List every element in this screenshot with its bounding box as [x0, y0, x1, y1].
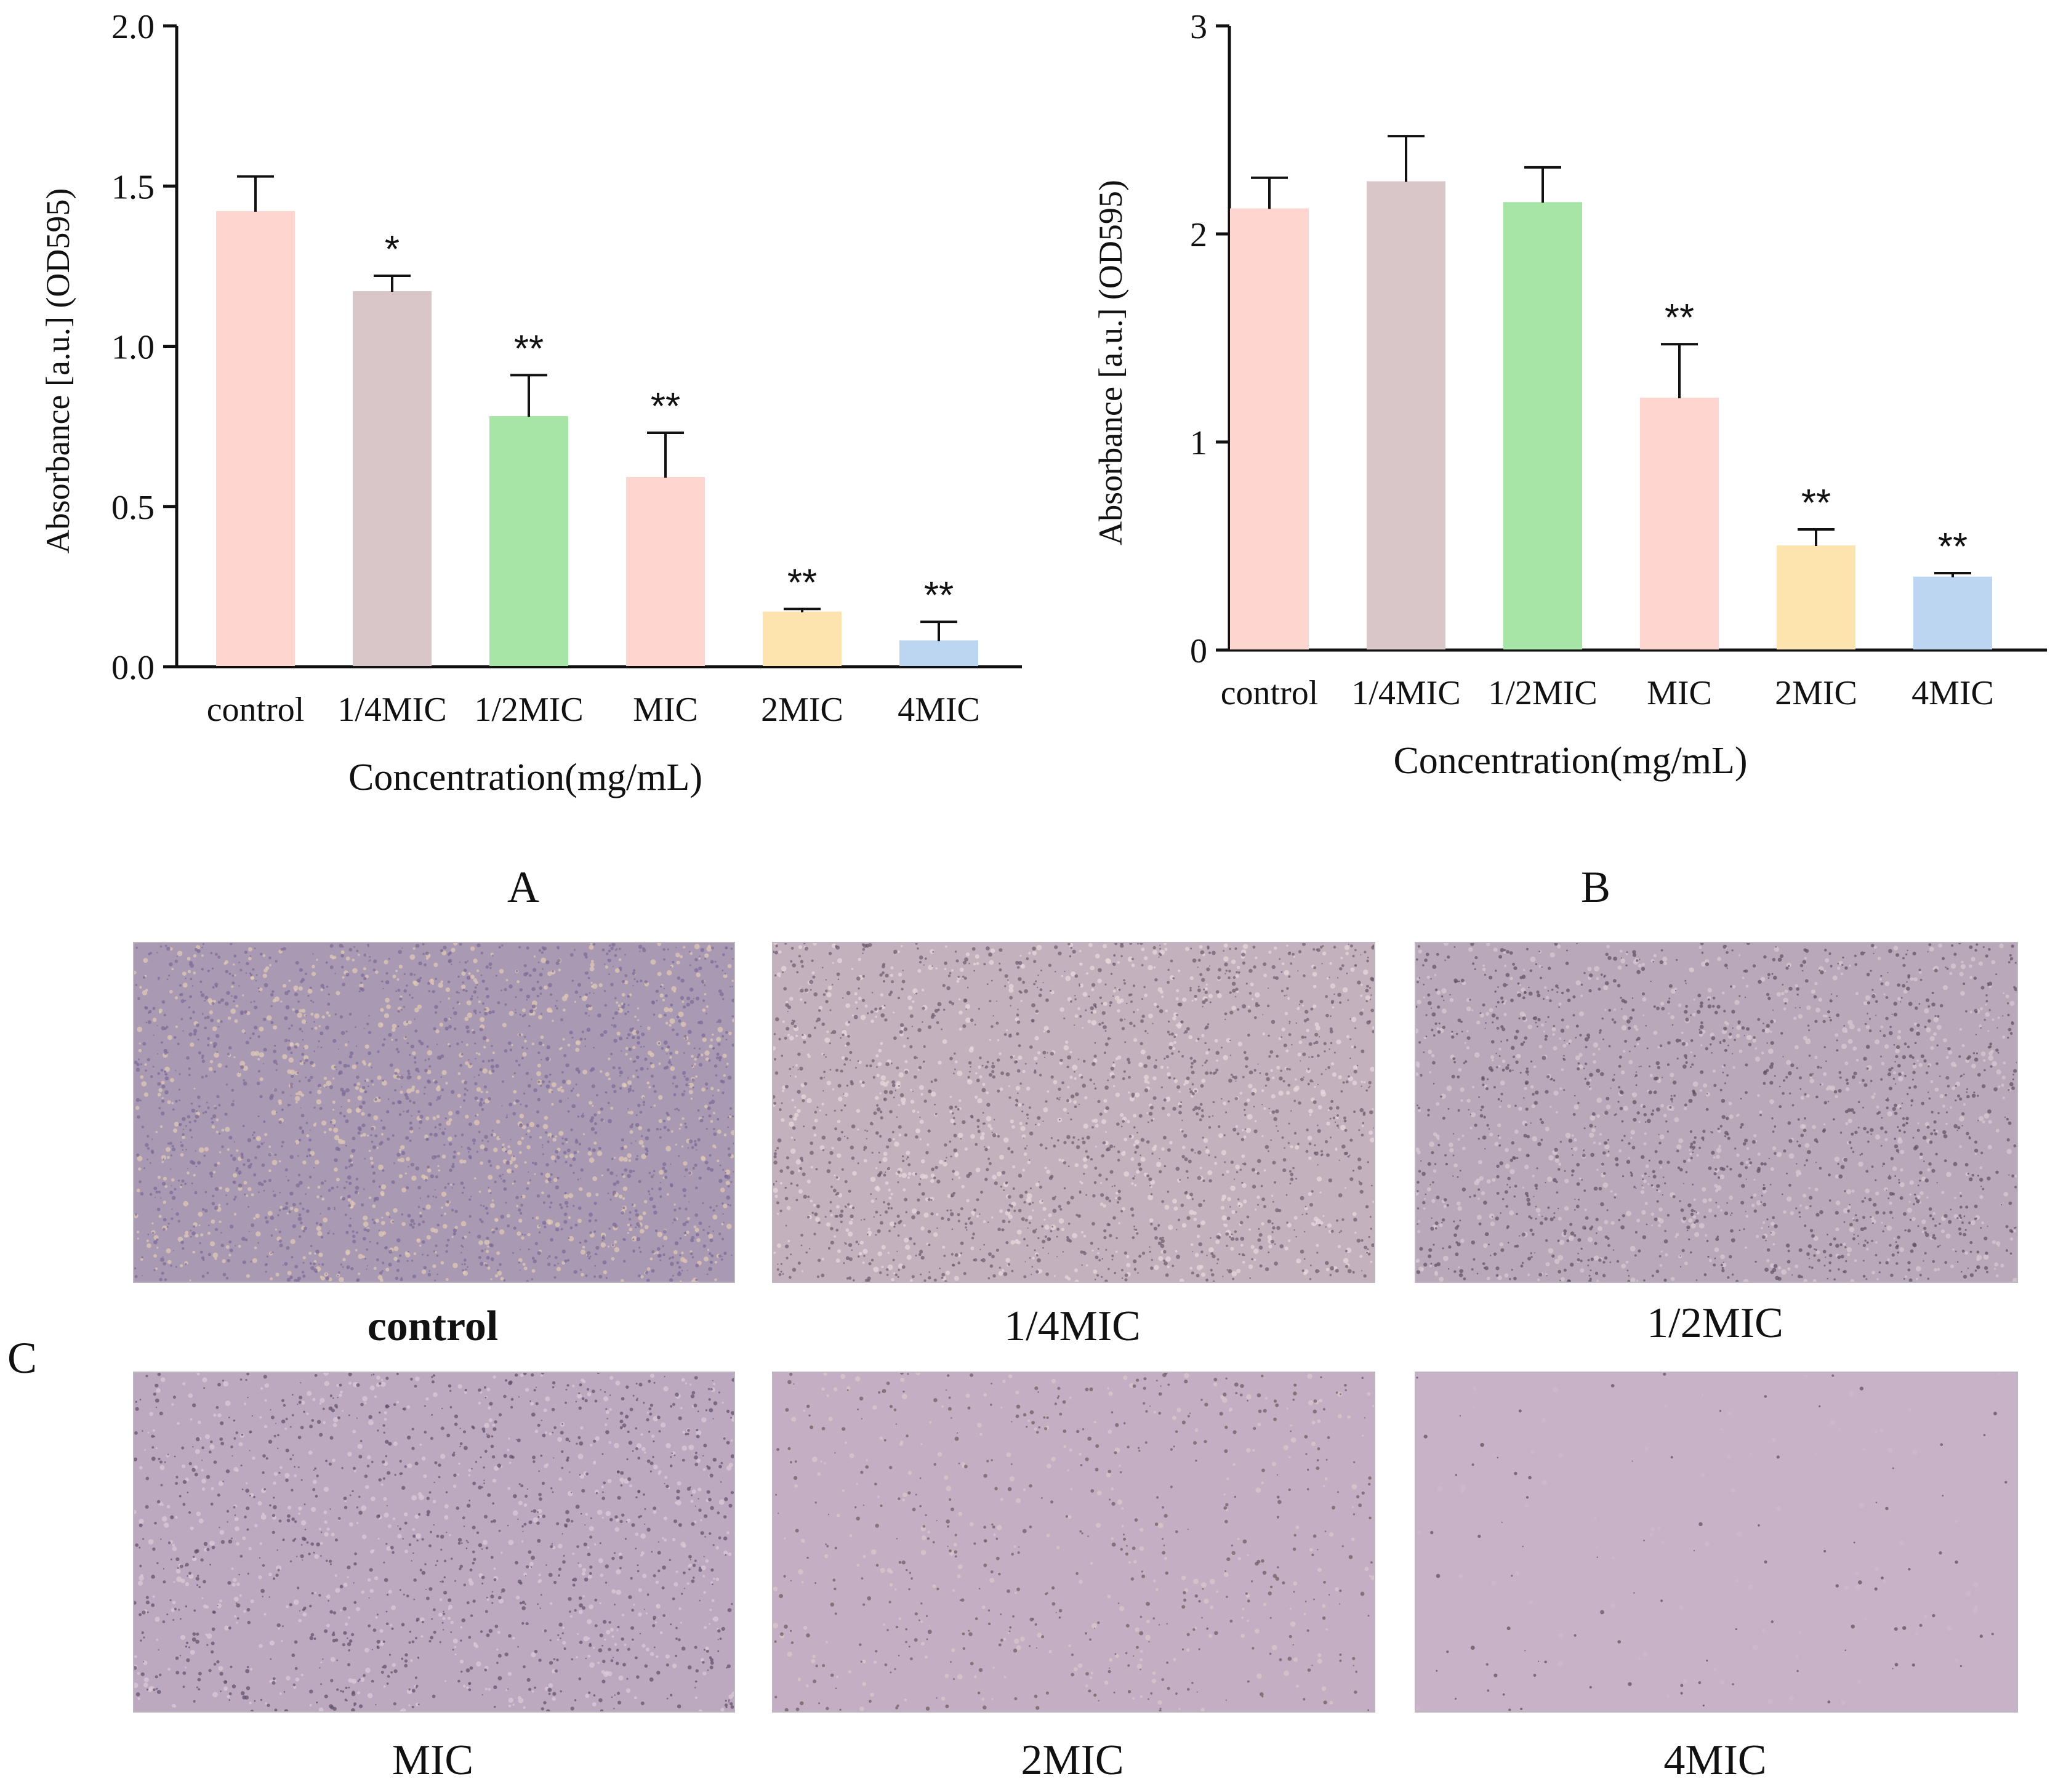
chart-b-significance-label: **: [1938, 526, 1968, 568]
chart-b-y-tick-label: 0: [1190, 632, 1207, 670]
micrograph-caption-2mic: 2MIC: [1021, 1737, 1124, 1784]
chart-a-y-tick-label: 1.0: [111, 329, 155, 367]
chart-b-x-tick-label: 2MIC: [1775, 674, 1857, 712]
chart-a-significance-label: **: [787, 561, 817, 604]
micrograph-caption-half-mic: 1/2MIC: [1647, 1300, 1783, 1347]
micrograph-mic: [133, 1372, 735, 1713]
chart-b-x-tick-label: control: [1221, 674, 1319, 712]
micrograph-quarter-mic: [772, 942, 1375, 1283]
panel-label-c: C: [7, 1333, 38, 1383]
chart-b-bar: [1230, 208, 1309, 649]
chart-a-y-axis-label: Absorbance [a.u.] (OD595): [39, 188, 76, 554]
chart-a-significance-label: **: [924, 574, 954, 617]
chart-b-y-tick-label: 3: [1190, 8, 1207, 46]
chart-a-x-tick-label: MIC: [633, 691, 698, 729]
chart-b-x-tick-label: MIC: [1647, 674, 1712, 712]
chart-a-y-tick-label: 1.5: [111, 168, 155, 206]
chart-b-bar: [1367, 181, 1445, 649]
micrograph-2mic: [772, 1372, 1375, 1713]
chart-b-y-tick-label: 1: [1190, 424, 1207, 462]
micrograph-half-mic: [1415, 942, 2018, 1283]
chart-a-y-tick-label: 0.5: [111, 489, 155, 527]
chart-a-bar: [489, 416, 568, 666]
chart-b-bar: [1913, 576, 1992, 650]
chart-b-group: 0 1 2 3 control 1/4MIC 1/2MIC ** MIC ** 2MIC ** 4MIC…: [1092, 8, 2047, 782]
micrograph-caption-quarter-mic: 1/4MIC: [1004, 1303, 1141, 1350]
chart-a-x-tick-label: 1/4MIC: [337, 691, 446, 729]
chart-b-significance-label: **: [1801, 482, 1831, 524]
chart-a-x-tick-label: 2MIC: [761, 691, 843, 729]
chart-a-bar: [353, 291, 432, 666]
panel-label-a: A: [507, 862, 539, 912]
chart-b-x-axis-label: Concentration(mg/mL): [1393, 740, 1747, 782]
micrograph-caption-4mic: 4MIC: [1663, 1737, 1767, 1784]
micrograph-control: [133, 942, 735, 1283]
chart-a-group: 0.0 0.5 1.0 1.5 2.0 control * 1/4MIC ** 1/2MIC ** M…: [39, 8, 1022, 798]
chart-b-x-tick-label: 1/4MIC: [1351, 674, 1460, 712]
chart-a-bar: [216, 211, 295, 666]
chart-a-bar: [899, 640, 978, 666]
micrograph-4mic: [1415, 1372, 2018, 1713]
chart-a-significance-label: **: [651, 385, 680, 428]
micrograph-caption-mic: MIC: [392, 1737, 474, 1784]
chart-a-significance-label: **: [514, 327, 544, 370]
chart-b-bar: [1640, 398, 1719, 650]
bar-charts: 0.0 0.5 1.0 1.5 2.0 control * 1/4MIC ** 1/2MIC ** M…: [39, 8, 2047, 798]
panel-label-b: B: [1581, 862, 1611, 912]
chart-b-x-tick-label: 1/2MIC: [1488, 674, 1597, 712]
chart-a-significance-label: *: [385, 228, 400, 271]
chart-a-x-tick-label: 1/2MIC: [474, 691, 583, 729]
chart-a-x-tick-label: 4MIC: [898, 691, 980, 729]
micrograph-caption-control: control: [367, 1303, 499, 1350]
chart-b-y-tick-label: 2: [1190, 216, 1207, 254]
chart-a-y-tick-label: 2.0: [111, 8, 155, 46]
chart-a-bar: [763, 611, 842, 667]
chart-b-significance-label: **: [1665, 297, 1694, 339]
chart-a-y-tick-label: 0.0: [111, 649, 155, 687]
chart-b-x-tick-label: 4MIC: [1911, 674, 1994, 712]
chart-a-x-axis-label: Concentration(mg/mL): [348, 757, 702, 798]
chart-b-y-axis-label: Absorbance [a.u.] (OD595): [1092, 180, 1129, 545]
chart-a-x-tick-label: control: [207, 691, 305, 729]
chart-a-bar: [626, 476, 705, 667]
chart-b-bar: [1503, 202, 1582, 649]
chart-b-bar: [1777, 545, 1855, 649]
